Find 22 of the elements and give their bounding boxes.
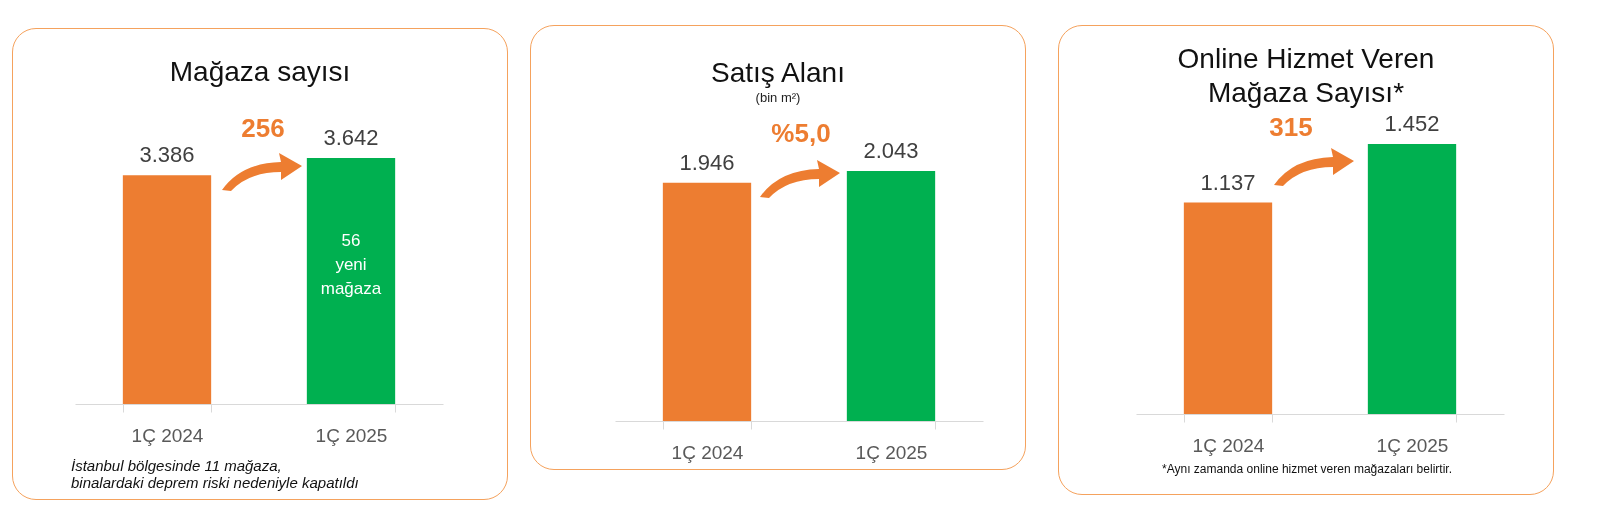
text: 315 [1269,112,1313,143]
chart-title: Online Hizmet Veren Mağaza Sayısı* [1176,42,1436,110]
text: %5,0 [771,118,831,149]
data-label: 1.946 [679,149,735,175]
chart-title: Satış Alanı [710,56,846,90]
data-label: 1.137 [1200,169,1256,195]
x-tick-label: 1Ç 2024 [1192,434,1265,456]
text: İstanbul bölgesinde 11 mağaza, binalardaki deprem riski nedeniyle kapatıldı [71,457,359,491]
x-tick-label: 1Ç 2025 [855,441,928,463]
data-label: 2.043 [863,138,919,163]
x-tick-label: 1Ç 2024 [131,424,204,446]
data-label: 3.386 [139,142,195,168]
x-tick-label: 1Ç 2025 [1376,434,1449,456]
chart-title: Mağaza sayısı [168,55,352,89]
annotation: 56 yeni mağaza [319,230,383,300]
data-label: 1.452 [1384,111,1440,136]
text: 256 [241,113,285,144]
chart-subtitle: (bin m²) [754,90,802,105]
data-label: 3.642 [323,125,379,150]
text: *Aynı zamanda online hizmet veren mağazaları belirtir. [1161,462,1453,476]
x-tick-label: 1Ç 2024 [671,441,744,463]
x-tick-label: 1Ç 2025 [315,424,388,446]
